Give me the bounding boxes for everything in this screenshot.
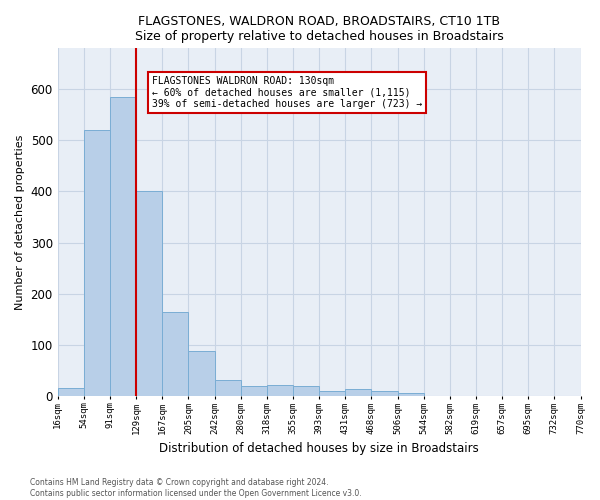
Bar (110, 97, 136, 396)
Bar (58, 388, 84, 396)
Title: FLAGSTONES, WALDRON ROAD, BROADSTAIRS, CT10 1TB
Size of property relative to det: FLAGSTONES, WALDRON ROAD, BROADSTAIRS, C… (135, 15, 503, 43)
Text: Contains HM Land Registry data © Crown copyright and database right 2024.
Contai: Contains HM Land Registry data © Crown c… (30, 478, 362, 498)
Bar (293, 386, 319, 396)
Bar (398, 394, 424, 396)
Bar (136, 192, 162, 396)
Bar (84, 130, 110, 396)
Bar (267, 384, 293, 396)
Text: FLAGSTONES WALDRON ROAD: 130sqm
← 60% of detached houses are smaller (1,115)
39%: FLAGSTONES WALDRON ROAD: 130sqm ← 60% of… (152, 76, 422, 110)
Bar (162, 312, 188, 396)
Bar (371, 391, 398, 396)
Bar (319, 391, 345, 396)
Bar (188, 351, 215, 396)
Y-axis label: Number of detached properties: Number of detached properties (15, 134, 25, 310)
X-axis label: Distribution of detached houses by size in Broadstairs: Distribution of detached houses by size … (159, 442, 479, 455)
Bar (241, 386, 267, 396)
Bar (345, 389, 371, 396)
Bar (215, 380, 241, 396)
